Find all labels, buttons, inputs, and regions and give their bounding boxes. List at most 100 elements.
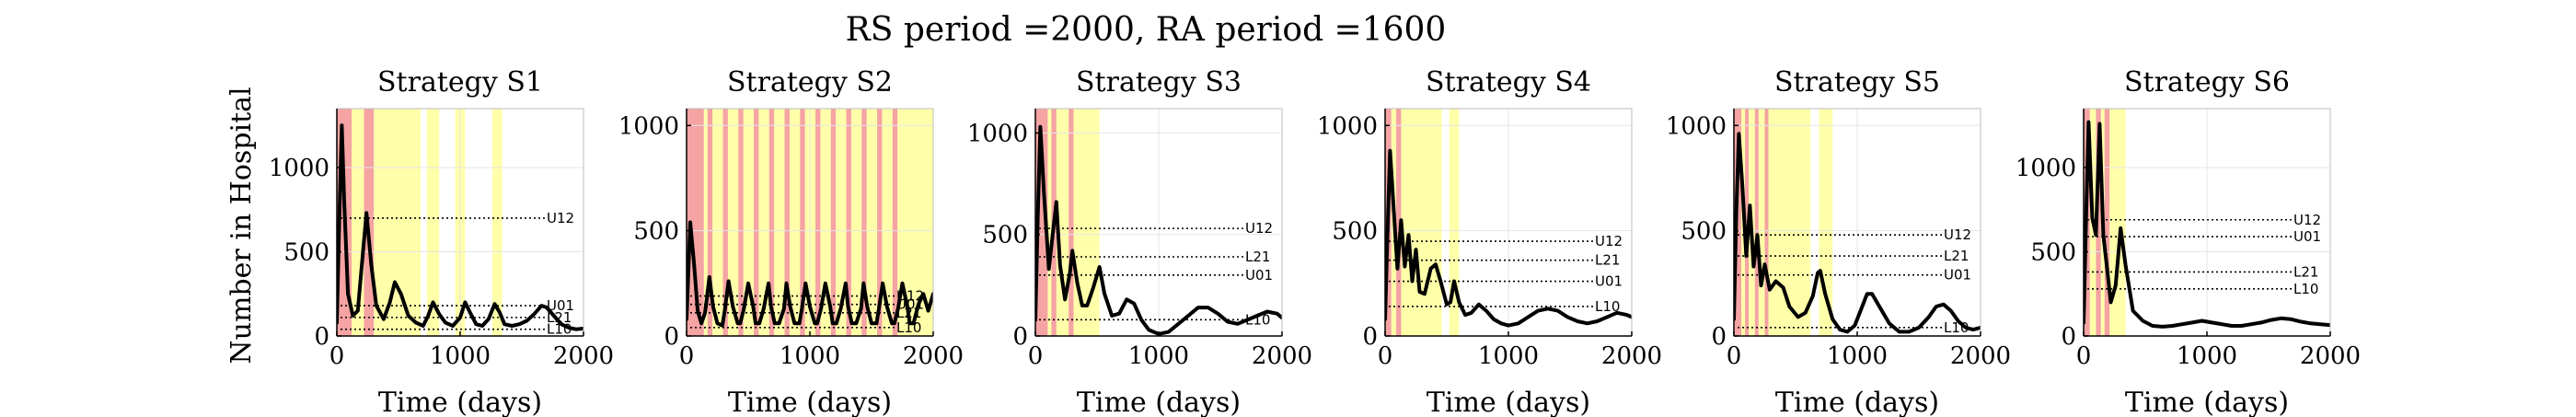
yellow-band <box>1768 109 1811 336</box>
y-tick-label: 1000 <box>269 155 329 182</box>
threshold-label-u12: U12 <box>1944 226 1971 243</box>
yellow-band <box>1092 109 1100 336</box>
panel-title: Strategy S1 <box>377 66 543 98</box>
x-tick-label: 2000 <box>553 342 614 370</box>
yellow-band <box>2120 109 2126 336</box>
x-tick-label: 0 <box>1727 342 1742 370</box>
yellow-band <box>836 109 847 336</box>
threshold-label-l21: L21 <box>896 305 921 321</box>
red-band <box>861 109 867 336</box>
red-band <box>846 109 851 336</box>
red-band <box>892 109 898 336</box>
x-tick-label: 2000 <box>2300 342 2361 370</box>
x-tick-label: 1000 <box>1128 342 1189 370</box>
x-tick-label: 1000 <box>1478 342 1539 370</box>
y-tick-label: 1000 <box>1317 112 1378 140</box>
threshold-label-u01: U01 <box>2293 228 2321 245</box>
x-tick-label: 2000 <box>1252 342 1312 370</box>
yellow-band <box>727 109 739 336</box>
x-tick-label: 1000 <box>780 342 840 370</box>
hospital-series-line <box>1385 148 1632 328</box>
red-band <box>707 109 713 336</box>
y-tick-label: 0 <box>314 323 329 351</box>
panel-title: Strategy S4 <box>1426 66 1591 98</box>
y-tick-label: 500 <box>633 218 679 246</box>
y-tick-label: 500 <box>1681 218 1727 246</box>
x-axis-label: Time (days) <box>728 387 892 417</box>
threshold-label-l21: L21 <box>547 309 572 326</box>
threshold-label-u01: U01 <box>896 296 924 313</box>
red-band <box>687 109 704 336</box>
red-band <box>1764 109 1769 336</box>
x-tick-label: 0 <box>2076 342 2092 370</box>
threshold-label-l21: L21 <box>1245 249 1270 265</box>
red-band <box>830 109 837 336</box>
yellow-band <box>1758 109 1765 336</box>
threshold-label-u01: U01 <box>1595 273 1623 290</box>
threshold-label-u01: U01 <box>1944 267 1971 284</box>
panel-title: Strategy S5 <box>1774 66 1940 98</box>
y-tick-label: 0 <box>2061 323 2076 351</box>
threshold-label-l21: L21 <box>1595 252 1620 269</box>
x-tick-label: 2000 <box>903 342 964 370</box>
yellow-band <box>712 109 723 336</box>
yellow-band <box>897 109 933 336</box>
y-tick-label: 1000 <box>618 112 679 140</box>
yellow-band <box>1056 109 1069 336</box>
x-tick-label: 0 <box>1028 342 1044 370</box>
threshold-label-u12: U12 <box>2293 212 2321 228</box>
red-band <box>815 109 821 336</box>
threshold-label-u12: U12 <box>1245 220 1273 237</box>
threshold-label-l21: L21 <box>2293 263 2318 280</box>
y-tick-label: 0 <box>1711 323 1727 351</box>
y-tick-label: 1000 <box>1666 112 1727 140</box>
red-band <box>800 109 805 336</box>
panel-strategy-3: U12 L21 U01 L10 0 1000 2000 0 500 1000 Strategy S3… <box>967 66 1312 417</box>
x-tick-label: 1000 <box>2177 342 2237 370</box>
x-tick-label: 2000 <box>1950 342 2011 370</box>
x-tick-label: 2000 <box>1601 342 1662 370</box>
hospital-series-line <box>2084 120 2330 329</box>
threshold-label-l10: L10 <box>896 319 921 336</box>
threshold-label-l10: L10 <box>547 321 572 338</box>
red-band <box>877 109 883 336</box>
x-axis-label: Time (days) <box>1775 387 1939 417</box>
panel-title: Strategy S3 <box>1076 66 1242 98</box>
x-tick-label: 0 <box>1378 342 1393 370</box>
threshold-label-l10: L10 <box>1245 311 1270 328</box>
hospital-series-line <box>337 123 583 331</box>
figure-suptitle: RS period =2000, RA period =1600 <box>846 11 1447 49</box>
y-tick-label: 500 <box>2030 239 2076 267</box>
yellow-band <box>491 109 502 336</box>
yellow-band <box>866 109 878 336</box>
y-tick-label: 500 <box>982 222 1028 249</box>
yellow-band <box>820 109 831 336</box>
yellow-band <box>743 109 755 336</box>
x-tick-label: 1000 <box>1827 342 1888 370</box>
threshold-label-l10: L10 <box>1595 298 1620 315</box>
yellow-band <box>1449 109 1460 336</box>
y-tick-label: 1000 <box>2016 155 2076 182</box>
red-band <box>2104 109 2110 336</box>
y-tick-label: 0 <box>1012 323 1028 351</box>
red-band <box>1396 109 1402 336</box>
x-axis-label: Time (days) <box>1077 387 1241 417</box>
yellow-band <box>1401 109 1442 336</box>
hospital-series-line <box>687 220 933 328</box>
yellow-band <box>703 109 708 336</box>
red-band <box>768 109 775 336</box>
y-axis-label: Number in Hospital <box>225 87 258 364</box>
threshold-label-u01: U01 <box>1245 267 1273 284</box>
yellow-band <box>1047 109 1052 336</box>
yellow-band <box>774 109 785 336</box>
y-tick-label: 0 <box>1362 323 1378 351</box>
x-tick-label: 0 <box>329 342 345 370</box>
yellow-band <box>850 109 862 336</box>
panel-strategy-5: U12 L21 U01 L10 0 1000 2000 0 500 1000 Strategy S5… <box>1666 66 2011 417</box>
threshold-label-l10: L10 <box>1944 319 1969 336</box>
